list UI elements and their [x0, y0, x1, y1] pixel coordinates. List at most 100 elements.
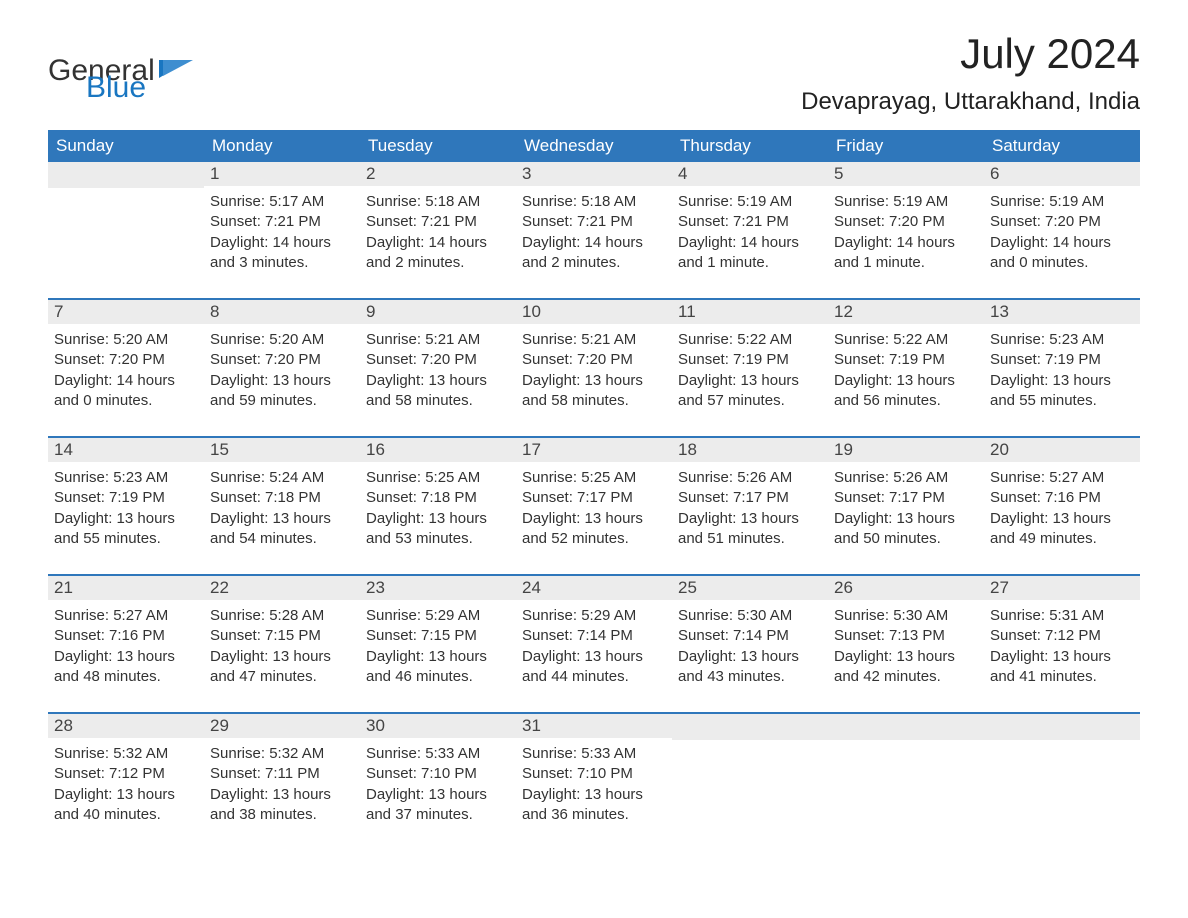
sunset-line: Sunset: 7:14 PM — [678, 626, 822, 646]
calendar-cell: 10Sunrise: 5:21 AMSunset: 7:20 PMDayligh… — [516, 300, 672, 418]
calendar-cell: 31Sunrise: 5:33 AMSunset: 7:10 PMDayligh… — [516, 714, 672, 832]
calendar-cell: 8Sunrise: 5:20 AMSunset: 7:20 PMDaylight… — [204, 300, 360, 418]
calendar-cell: 24Sunrise: 5:29 AMSunset: 7:14 PMDayligh… — [516, 576, 672, 694]
day-number: 22 — [204, 576, 360, 600]
sunset-line: Sunset: 7:21 PM — [522, 212, 666, 232]
calendar-cell: 19Sunrise: 5:26 AMSunset: 7:17 PMDayligh… — [828, 438, 984, 556]
day-number: 25 — [672, 576, 828, 600]
day-detail: Sunrise: 5:19 AMSunset: 7:21 PMDaylight:… — [672, 186, 828, 275]
day-detail: Sunrise: 5:20 AMSunset: 7:20 PMDaylight:… — [48, 324, 204, 413]
calendar-week: 7Sunrise: 5:20 AMSunset: 7:20 PMDaylight… — [48, 298, 1140, 418]
day-number: 4 — [672, 162, 828, 186]
calendar-cell — [828, 714, 984, 832]
day-header: Sunday — [48, 130, 204, 162]
day-detail: Sunrise: 5:29 AMSunset: 7:15 PMDaylight:… — [360, 600, 516, 689]
title-block: July 2024 Devaprayag, Uttarakhand, India — [801, 30, 1140, 116]
day-detail: Sunrise: 5:21 AMSunset: 7:20 PMDaylight:… — [516, 324, 672, 413]
day-header: Friday — [828, 130, 984, 162]
sunrise-line: Sunrise: 5:29 AM — [522, 606, 666, 626]
day-detail: Sunrise: 5:18 AMSunset: 7:21 PMDaylight:… — [360, 186, 516, 275]
daylight-line: Daylight: 13 hours and 53 minutes. — [366, 509, 510, 550]
day-number: 14 — [48, 438, 204, 462]
calendar-cell: 11Sunrise: 5:22 AMSunset: 7:19 PMDayligh… — [672, 300, 828, 418]
day-detail: Sunrise: 5:27 AMSunset: 7:16 PMDaylight:… — [984, 462, 1140, 551]
calendar-cell: 4Sunrise: 5:19 AMSunset: 7:21 PMDaylight… — [672, 162, 828, 280]
day-number — [48, 162, 204, 188]
day-number — [672, 714, 828, 740]
day-detail: Sunrise: 5:25 AMSunset: 7:18 PMDaylight:… — [360, 462, 516, 551]
calendar-cell: 6Sunrise: 5:19 AMSunset: 7:20 PMDaylight… — [984, 162, 1140, 280]
day-number: 26 — [828, 576, 984, 600]
daylight-line: Daylight: 13 hours and 54 minutes. — [210, 509, 354, 550]
daylight-line: Daylight: 13 hours and 40 minutes. — [54, 785, 198, 826]
calendar-cell: 12Sunrise: 5:22 AMSunset: 7:19 PMDayligh… — [828, 300, 984, 418]
daylight-line: Daylight: 13 hours and 58 minutes. — [366, 371, 510, 412]
day-number: 5 — [828, 162, 984, 186]
day-detail: Sunrise: 5:20 AMSunset: 7:20 PMDaylight:… — [204, 324, 360, 413]
calendar-cell: 28Sunrise: 5:32 AMSunset: 7:12 PMDayligh… — [48, 714, 204, 832]
daylight-line: Daylight: 13 hours and 43 minutes. — [678, 647, 822, 688]
day-detail: Sunrise: 5:26 AMSunset: 7:17 PMDaylight:… — [672, 462, 828, 551]
sunrise-line: Sunrise: 5:24 AM — [210, 468, 354, 488]
daylight-line: Daylight: 14 hours and 2 minutes. — [522, 233, 666, 274]
sunrise-line: Sunrise: 5:23 AM — [990, 330, 1134, 350]
sunrise-line: Sunrise: 5:23 AM — [54, 468, 198, 488]
sunrise-line: Sunrise: 5:19 AM — [678, 192, 822, 212]
day-detail — [672, 740, 828, 748]
calendar-cell: 13Sunrise: 5:23 AMSunset: 7:19 PMDayligh… — [984, 300, 1140, 418]
sunrise-line: Sunrise: 5:32 AM — [210, 744, 354, 764]
sunrise-line: Sunrise: 5:30 AM — [678, 606, 822, 626]
daylight-line: Daylight: 13 hours and 50 minutes. — [834, 509, 978, 550]
sunrise-line: Sunrise: 5:28 AM — [210, 606, 354, 626]
day-detail: Sunrise: 5:30 AMSunset: 7:14 PMDaylight:… — [672, 600, 828, 689]
sunset-line: Sunset: 7:14 PM — [522, 626, 666, 646]
day-number: 29 — [204, 714, 360, 738]
day-detail: Sunrise: 5:21 AMSunset: 7:20 PMDaylight:… — [360, 324, 516, 413]
calendar-cell — [984, 714, 1140, 832]
day-detail: Sunrise: 5:30 AMSunset: 7:13 PMDaylight:… — [828, 600, 984, 689]
daylight-line: Daylight: 14 hours and 1 minute. — [834, 233, 978, 274]
calendar-cell: 27Sunrise: 5:31 AMSunset: 7:12 PMDayligh… — [984, 576, 1140, 694]
sunrise-line: Sunrise: 5:30 AM — [834, 606, 978, 626]
day-number: 17 — [516, 438, 672, 462]
sunset-line: Sunset: 7:21 PM — [678, 212, 822, 232]
day-number: 19 — [828, 438, 984, 462]
day-detail: Sunrise: 5:32 AMSunset: 7:12 PMDaylight:… — [48, 738, 204, 827]
day-number: 18 — [672, 438, 828, 462]
daylight-line: Daylight: 13 hours and 42 minutes. — [834, 647, 978, 688]
day-number: 7 — [48, 300, 204, 324]
sunset-line: Sunset: 7:11 PM — [210, 764, 354, 784]
sunset-line: Sunset: 7:19 PM — [54, 488, 198, 508]
day-detail: Sunrise: 5:18 AMSunset: 7:21 PMDaylight:… — [516, 186, 672, 275]
day-header: Thursday — [672, 130, 828, 162]
day-number: 1 — [204, 162, 360, 186]
sunrise-line: Sunrise: 5:18 AM — [522, 192, 666, 212]
sunset-line: Sunset: 7:18 PM — [366, 488, 510, 508]
daylight-line: Daylight: 14 hours and 2 minutes. — [366, 233, 510, 274]
day-number: 30 — [360, 714, 516, 738]
calendar-cell: 29Sunrise: 5:32 AMSunset: 7:11 PMDayligh… — [204, 714, 360, 832]
calendar-week: 21Sunrise: 5:27 AMSunset: 7:16 PMDayligh… — [48, 574, 1140, 694]
day-detail: Sunrise: 5:27 AMSunset: 7:16 PMDaylight:… — [48, 600, 204, 689]
day-number: 15 — [204, 438, 360, 462]
day-number: 9 — [360, 300, 516, 324]
sunset-line: Sunset: 7:12 PM — [54, 764, 198, 784]
calendar-cell: 2Sunrise: 5:18 AMSunset: 7:21 PMDaylight… — [360, 162, 516, 280]
sunset-line: Sunset: 7:17 PM — [678, 488, 822, 508]
day-number: 3 — [516, 162, 672, 186]
day-detail: Sunrise: 5:23 AMSunset: 7:19 PMDaylight:… — [48, 462, 204, 551]
sunset-line: Sunset: 7:13 PM — [834, 626, 978, 646]
sunset-line: Sunset: 7:15 PM — [366, 626, 510, 646]
day-number: 27 — [984, 576, 1140, 600]
day-detail: Sunrise: 5:19 AMSunset: 7:20 PMDaylight:… — [828, 186, 984, 275]
day-number: 24 — [516, 576, 672, 600]
sunset-line: Sunset: 7:20 PM — [990, 212, 1134, 232]
sunset-line: Sunset: 7:20 PM — [366, 350, 510, 370]
sunrise-line: Sunrise: 5:27 AM — [54, 606, 198, 626]
calendar-cell: 16Sunrise: 5:25 AMSunset: 7:18 PMDayligh… — [360, 438, 516, 556]
sunrise-line: Sunrise: 5:21 AM — [522, 330, 666, 350]
calendar-cell: 18Sunrise: 5:26 AMSunset: 7:17 PMDayligh… — [672, 438, 828, 556]
daylight-line: Daylight: 13 hours and 36 minutes. — [522, 785, 666, 826]
sunrise-line: Sunrise: 5:19 AM — [834, 192, 978, 212]
day-number: 8 — [204, 300, 360, 324]
